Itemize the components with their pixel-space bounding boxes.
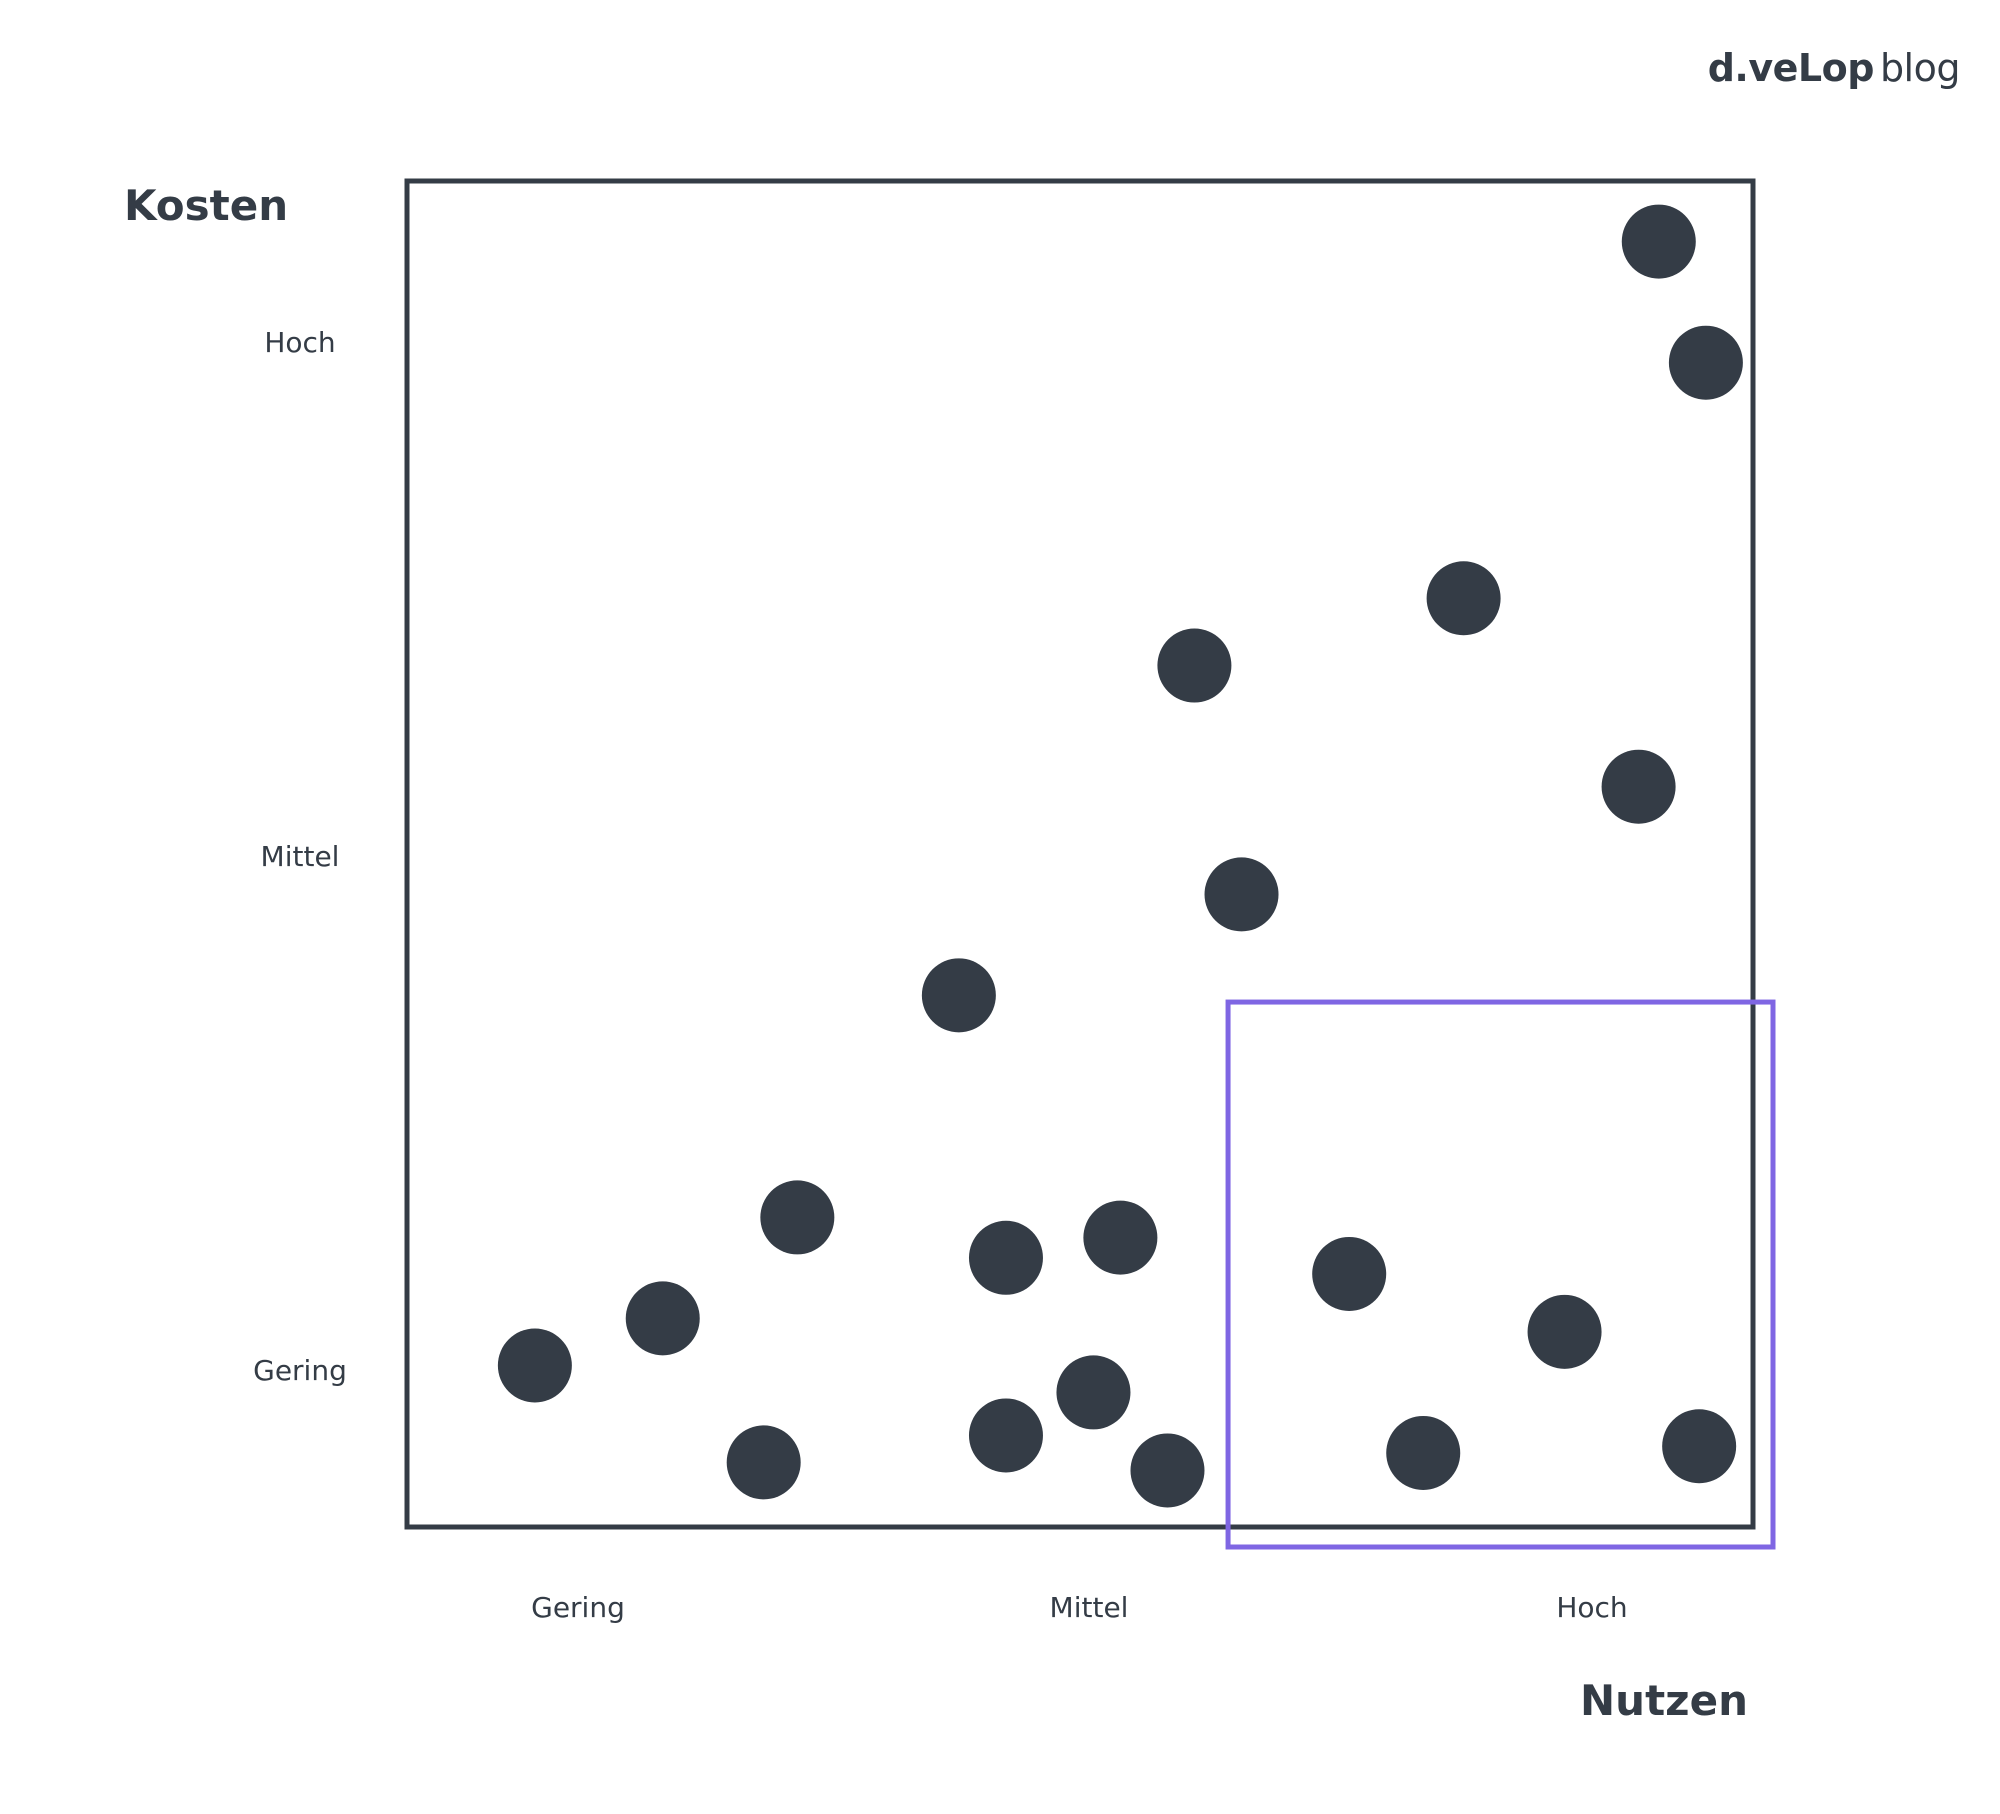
data-point-7 — [921, 958, 996, 1033]
data-point-17 — [726, 1425, 801, 1500]
data-point-16 — [968, 1398, 1043, 1473]
x-axis-title: Nutzen — [1580, 1676, 1748, 1725]
data-point-2 — [1668, 325, 1743, 400]
data-point-4 — [1157, 628, 1232, 703]
data-points — [497, 204, 1743, 1508]
x-tick-labels: Gering Mittel Hoch — [531, 1591, 1628, 1624]
data-point-20 — [1662, 1409, 1737, 1484]
y-tick-label-gering: Gering — [253, 1354, 347, 1387]
data-point-6 — [1204, 857, 1279, 932]
plot-frame — [404, 178, 1756, 1530]
data-point-19 — [1386, 1415, 1461, 1490]
y-tick-label-mittel: Mittel — [261, 840, 340, 873]
data-point-14 — [1527, 1294, 1602, 1369]
x-tick-label-hoch: Hoch — [1556, 1591, 1627, 1624]
data-point-9 — [968, 1220, 1043, 1295]
brand-suffix: blog — [1879, 46, 1961, 90]
y-tick-labels: Gering Mittel Hoch — [253, 326, 347, 1387]
data-point-13 — [497, 1328, 572, 1403]
y-axis-title: Kosten — [124, 181, 288, 230]
brand-name: d.veLop — [1707, 46, 1875, 90]
x-tick-label-gering: Gering — [531, 1591, 625, 1624]
data-point-18 — [1130, 1433, 1205, 1508]
data-point-1 — [1621, 204, 1696, 279]
data-point-8 — [760, 1180, 835, 1255]
data-point-11 — [1312, 1236, 1387, 1311]
data-point-3 — [1426, 561, 1501, 636]
x-tick-label-mittel: Mittel — [1050, 1591, 1129, 1624]
y-tick-label-hoch: Hoch — [264, 326, 335, 359]
highlight-box-high-benefit-low-cost — [1225, 999, 1776, 1550]
data-point-15 — [1056, 1355, 1131, 1430]
data-point-10 — [1083, 1200, 1158, 1275]
data-point-5 — [1601, 749, 1676, 824]
brand-logo: d.veLop blog — [1707, 46, 1961, 90]
data-point-12 — [625, 1281, 700, 1356]
